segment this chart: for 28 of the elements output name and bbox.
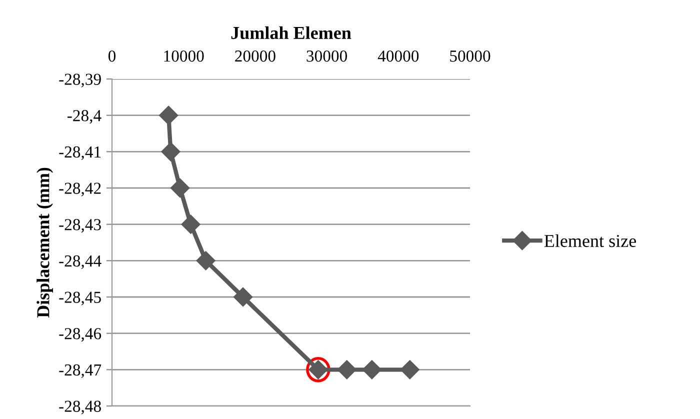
point (161, 142, 180, 162)
y-tick-label: -28,48 (59, 400, 101, 414)
x-tick-label: 0 (108, 50, 116, 62)
point (170, 178, 190, 198)
point (400, 360, 420, 380)
y-tick-label: -28,45 (59, 292, 101, 306)
y-tick-label: -28,43 (59, 219, 101, 233)
point (196, 251, 216, 270)
x-axis-title: Jumlah Elemen (231, 26, 352, 40)
point (159, 106, 178, 125)
point (362, 360, 382, 380)
y-tick-label: -28,39 (59, 74, 101, 88)
y-tick-label: -28,47 (59, 364, 102, 378)
y-tick-label: -28,4 (67, 110, 102, 124)
y-tick-label: -28,44 (59, 255, 102, 270)
x-tick-label: 50000 (450, 50, 490, 62)
legend-label: Element size (544, 234, 636, 248)
point (181, 214, 200, 234)
x-tick-label: 40000 (378, 50, 419, 62)
y-tick-label: -28,42 (59, 182, 101, 196)
x-tick-label: 30000 (306, 50, 347, 62)
x-tick-label: 20000 (235, 50, 276, 62)
point (337, 360, 356, 380)
y-axis-title: Displacement (mm) (36, 168, 53, 318)
x-tick-label: 10000 (164, 50, 204, 62)
point (233, 287, 253, 307)
y-tick-label: -28,46 (59, 328, 102, 342)
y-tick-label: -28,41 (59, 146, 101, 160)
